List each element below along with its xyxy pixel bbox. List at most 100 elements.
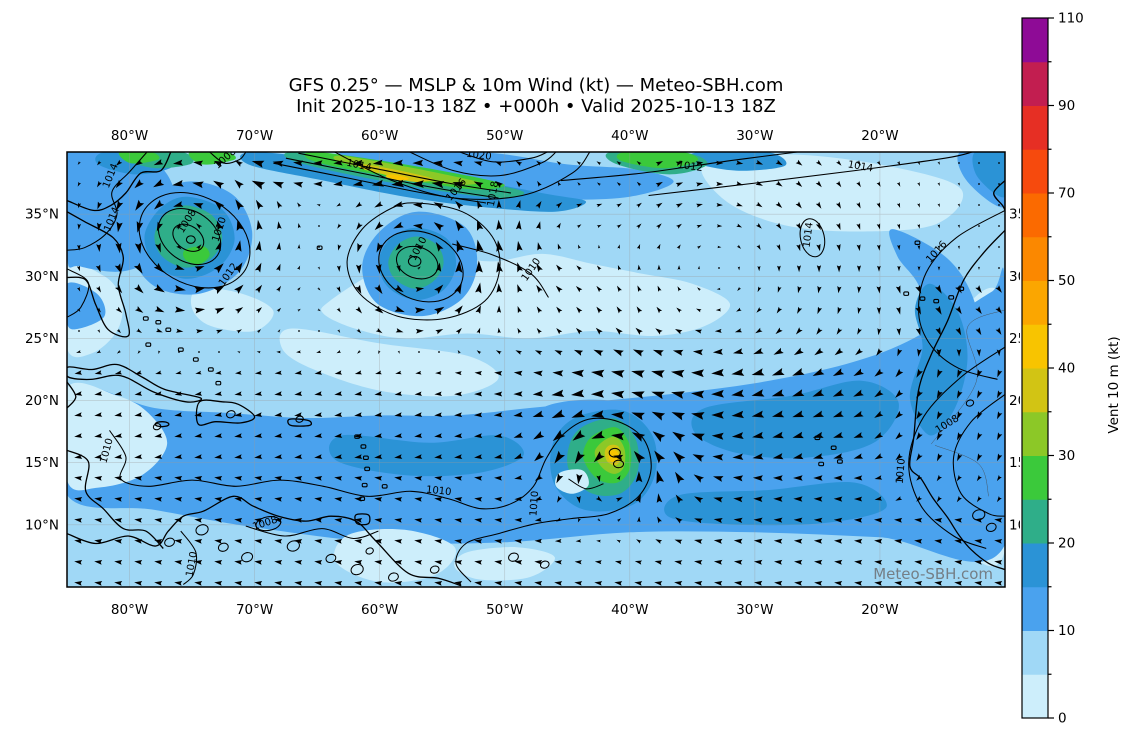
wind-arrow <box>337 223 342 229</box>
wind-arrow <box>293 160 303 167</box>
wind-arrow <box>576 473 583 485</box>
wind-arrow <box>572 429 586 441</box>
wind-arrow <box>454 371 462 376</box>
wind-arrow <box>96 350 102 354</box>
wind-arrow <box>294 476 303 481</box>
wind-arrow <box>135 306 144 313</box>
wind-arrow <box>937 161 940 165</box>
wind-arrow <box>374 476 383 481</box>
wind-arrow <box>513 391 523 397</box>
wind-arrow <box>114 391 123 396</box>
colorbar-segment <box>1022 324 1048 369</box>
wind-arrow <box>656 243 661 250</box>
wind-arrow <box>975 327 982 336</box>
isobar-contour <box>109 417 652 583</box>
wind-arrow <box>674 539 683 544</box>
wind-arrow <box>834 347 844 356</box>
wind-arrow <box>234 433 243 438</box>
wind-arrow <box>194 518 203 523</box>
isobar-label: 1020 <box>466 149 493 163</box>
wind-arrow <box>337 244 342 251</box>
wind-arrow <box>556 306 563 314</box>
wind-arrow <box>978 245 980 249</box>
wind-arrow <box>854 559 863 565</box>
wind-arrow <box>651 411 666 421</box>
x-tick-label-top: 20°W <box>861 128 898 144</box>
wind-arrow <box>334 370 343 375</box>
wind-arrow <box>833 432 844 438</box>
wind-arrow <box>114 497 123 502</box>
wind-arrow <box>712 454 724 461</box>
wind-arrow <box>154 199 165 210</box>
wind-arrow <box>734 328 743 333</box>
wind-arrow <box>675 329 683 335</box>
wind-arrow <box>274 433 283 438</box>
wind-arrow <box>555 517 562 522</box>
wind-arrow <box>777 286 782 293</box>
wind-arrow <box>193 160 204 167</box>
wind-arrow <box>494 454 503 459</box>
wind-arrow <box>355 201 363 208</box>
small-island <box>145 342 152 347</box>
wind-arrow <box>974 581 983 586</box>
isobar-label: 1018 <box>486 180 501 207</box>
isobar-contour <box>67 268 90 318</box>
wind-arrow <box>997 432 1003 441</box>
wind-arrow <box>711 411 724 419</box>
wind-arrow <box>454 476 463 481</box>
wind-arrow <box>776 306 783 314</box>
wind-arrow <box>596 265 602 271</box>
wind-arrow <box>297 308 301 312</box>
wind-arrow <box>856 202 861 209</box>
wind-arrow <box>314 412 323 417</box>
wind-speed-fill-region <box>664 481 887 526</box>
wind-arrow <box>515 160 523 166</box>
wind-arrow <box>797 306 803 314</box>
country-border <box>934 445 989 497</box>
wind-arrow <box>772 453 784 460</box>
wind-arrow <box>78 330 80 332</box>
colorbar-tick-label: 20 <box>1058 536 1075 552</box>
wind-arrow <box>977 390 983 399</box>
wind-arrow <box>274 391 283 396</box>
wind-arrow <box>496 283 502 293</box>
wind-arrow <box>652 431 666 443</box>
wind-arrow <box>976 349 981 357</box>
wind-arrow <box>856 223 861 230</box>
wind-arrow <box>696 245 702 249</box>
wind-arrow <box>354 433 363 438</box>
wind-arrow <box>994 581 1003 586</box>
wind-arrow <box>354 412 363 417</box>
wind-arrow <box>337 329 341 333</box>
wind-arrow <box>631 432 646 442</box>
x-tick-label-bottom: 60°W <box>361 602 398 618</box>
wind-arrow <box>895 389 904 398</box>
wind-arrow <box>853 410 864 418</box>
wind-arrow <box>317 308 321 312</box>
wind-arrow <box>173 159 183 166</box>
wind-arrow <box>853 475 863 481</box>
wind-arrow <box>333 160 343 166</box>
wind-arrow <box>196 223 203 230</box>
wind-arrow <box>94 391 103 396</box>
wind-arrow <box>796 243 801 252</box>
wind-arrow <box>995 327 1002 335</box>
wind-arrow <box>354 497 363 502</box>
wind-arrow <box>737 266 740 271</box>
wind-arrow <box>736 223 743 228</box>
wind-arrow <box>214 560 223 565</box>
wind-arrow <box>656 493 663 503</box>
wind-arrow <box>394 581 403 586</box>
wind-arrow <box>937 182 940 187</box>
wind-arrow <box>836 201 841 209</box>
isobar-contour <box>180 530 198 585</box>
wind-arrow <box>336 307 341 313</box>
wind-arrow <box>571 369 584 378</box>
wind-arrow <box>556 328 563 335</box>
wind-arrow <box>434 391 442 396</box>
wind-arrow <box>675 203 683 208</box>
wind-arrow <box>272 181 284 189</box>
isobar-contour <box>965 399 975 407</box>
wind-arrow <box>571 389 585 398</box>
wind-arrow <box>174 264 185 270</box>
